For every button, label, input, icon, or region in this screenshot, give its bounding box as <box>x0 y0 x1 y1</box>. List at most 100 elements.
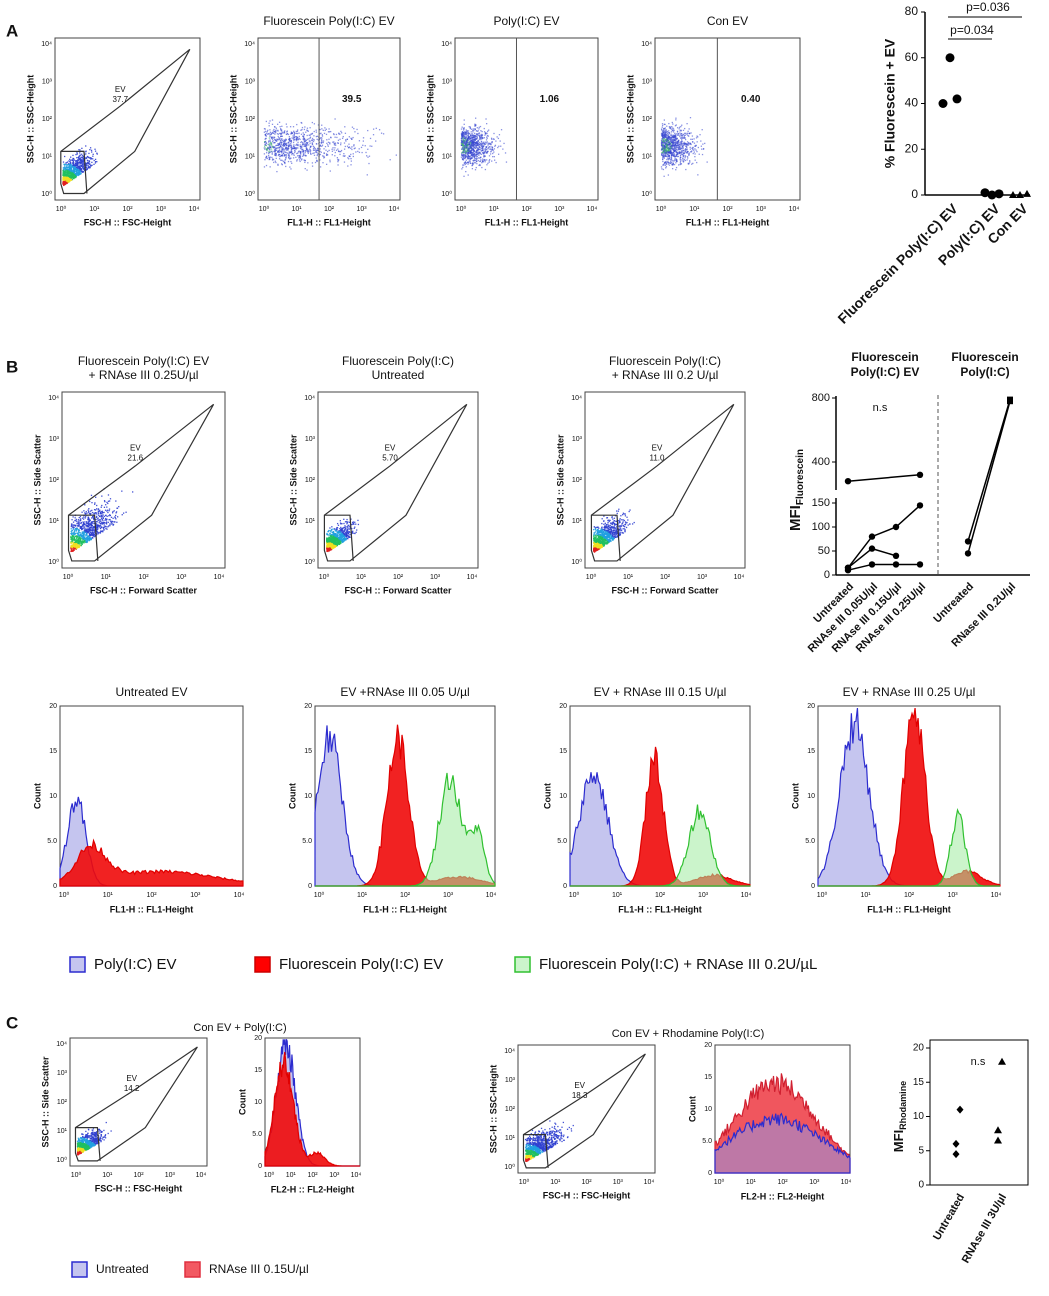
dot <box>81 537 83 540</box>
dot <box>662 135 665 137</box>
dot <box>679 151 681 153</box>
dot <box>464 153 467 156</box>
dot <box>99 532 102 534</box>
dot <box>463 153 465 156</box>
dot <box>63 171 66 174</box>
dot <box>74 547 76 549</box>
dot <box>94 509 97 511</box>
dot <box>72 164 74 166</box>
dot <box>103 524 105 526</box>
dot <box>288 138 291 140</box>
dot <box>666 133 669 135</box>
dot <box>83 532 85 534</box>
dot <box>464 163 466 166</box>
dot <box>88 539 91 542</box>
dot <box>344 521 347 523</box>
dot <box>460 143 463 145</box>
dot <box>348 155 350 157</box>
dot <box>693 138 695 140</box>
dot <box>277 150 280 152</box>
dot <box>273 128 275 131</box>
dot <box>669 162 672 164</box>
dot <box>665 166 668 168</box>
dot <box>285 133 288 136</box>
dot <box>461 131 463 133</box>
dot <box>71 545 74 548</box>
dot <box>79 161 82 163</box>
dot <box>76 536 78 538</box>
dot <box>71 176 73 179</box>
dot <box>79 170 81 173</box>
dot <box>327 141 330 143</box>
dot <box>462 154 465 157</box>
dot <box>294 151 296 154</box>
dot <box>479 143 481 146</box>
dot <box>685 148 687 150</box>
dot <box>77 534 79 536</box>
dot <box>283 130 285 133</box>
dot <box>695 149 697 151</box>
dot <box>680 144 682 146</box>
dot <box>269 149 271 151</box>
dot <box>72 550 74 552</box>
dot <box>274 152 276 155</box>
dot <box>88 510 90 513</box>
dot <box>460 141 463 144</box>
dot <box>109 518 111 521</box>
dot <box>680 134 683 136</box>
dot <box>497 146 499 149</box>
dot <box>84 504 86 506</box>
dot <box>329 529 331 532</box>
dot <box>694 156 696 158</box>
dot <box>302 136 305 139</box>
dot <box>79 149 81 151</box>
dot <box>477 151 480 153</box>
dot <box>311 139 313 142</box>
dot <box>282 154 284 156</box>
dot <box>317 124 320 126</box>
dot <box>90 524 93 527</box>
dot <box>685 132 687 135</box>
dot <box>284 130 286 132</box>
dot <box>311 143 314 145</box>
dot <box>88 539 90 541</box>
dot <box>309 149 311 151</box>
dot <box>286 132 289 135</box>
dot <box>490 137 493 139</box>
dot <box>326 142 328 145</box>
dot <box>463 157 465 159</box>
dot <box>469 136 471 138</box>
dot <box>76 538 78 540</box>
dot <box>681 140 683 143</box>
dot <box>664 164 667 166</box>
dot <box>76 157 78 159</box>
dot <box>70 525 73 528</box>
dot <box>304 152 306 154</box>
dot <box>300 159 303 161</box>
dot <box>491 142 493 144</box>
dot <box>278 151 280 154</box>
dot <box>683 158 685 161</box>
dot <box>675 137 678 140</box>
dot <box>268 150 270 152</box>
dot <box>472 143 475 145</box>
dot <box>468 152 470 155</box>
dot <box>335 149 338 151</box>
dot <box>474 137 476 140</box>
plot-title: + RNAse III 0.25U/µl <box>89 368 199 382</box>
dot <box>75 536 78 538</box>
dot <box>89 531 91 533</box>
dot <box>87 529 89 531</box>
dot <box>468 155 470 158</box>
dot <box>81 527 83 530</box>
dot <box>472 162 474 164</box>
dot <box>87 518 89 521</box>
dot <box>669 127 672 129</box>
dot <box>324 127 326 129</box>
dot <box>467 154 470 156</box>
dot <box>686 141 689 143</box>
dot <box>106 515 108 518</box>
dot <box>462 164 464 166</box>
dot <box>74 173 77 175</box>
dot <box>323 152 325 154</box>
